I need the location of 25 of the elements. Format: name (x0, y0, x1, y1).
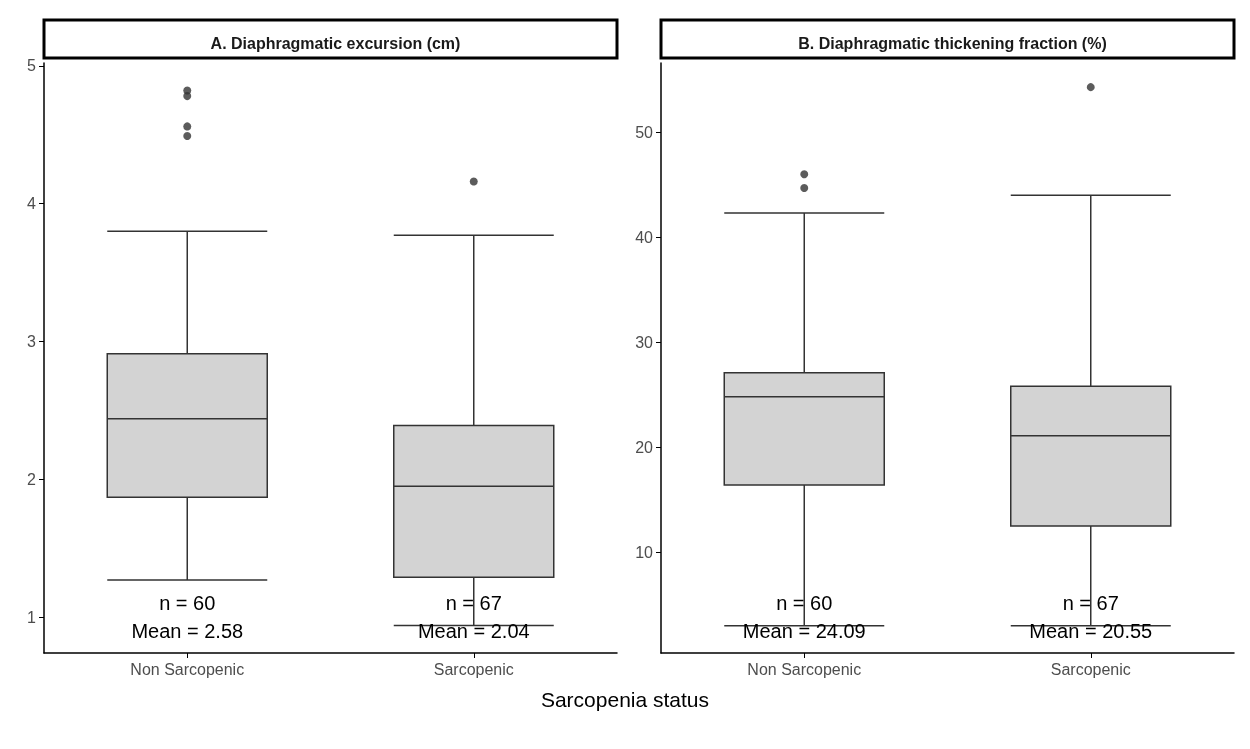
y-tick-label: 2 (27, 470, 37, 488)
annotation: n = 60 (776, 592, 833, 614)
y-tick-label: 5 (27, 57, 37, 75)
y-tick-label: 20 (635, 438, 654, 456)
annotation: n = 67 (445, 592, 502, 614)
y-tick-label: 1 (27, 608, 37, 626)
x-tick-label: Sarcopenic (1050, 660, 1131, 678)
chart-title: A. Diaphragmatic excursion (cm) (210, 34, 461, 52)
x-tick-label: Non Sarcopenic (747, 660, 862, 678)
y-tick-label: 40 (635, 228, 654, 246)
annotation: n = 67 (1062, 592, 1119, 614)
y-tick-label: 50 (635, 123, 654, 141)
y-tick-label: 30 (635, 333, 654, 351)
x-tick-label: Non Sarcopenic (130, 660, 245, 678)
x-axis-title: Sarcopenia status (539, 688, 711, 712)
annotation: Mean = 2.58 (131, 620, 244, 642)
y-tick-label: 4 (27, 195, 37, 213)
annotation: Mean = 20.55 (1029, 620, 1153, 642)
y-tick-label: 3 (27, 332, 37, 350)
x-tick-label: Sarcopenic (433, 660, 514, 678)
chart-title: B. Diaphragmatic thickening fraction (%) (798, 34, 1107, 52)
annotation: Mean = 2.04 (417, 620, 530, 642)
annotation: n = 60 (159, 592, 216, 614)
y-tick-label: 10 (635, 543, 654, 561)
annotation: Mean = 24.09 (742, 620, 866, 642)
